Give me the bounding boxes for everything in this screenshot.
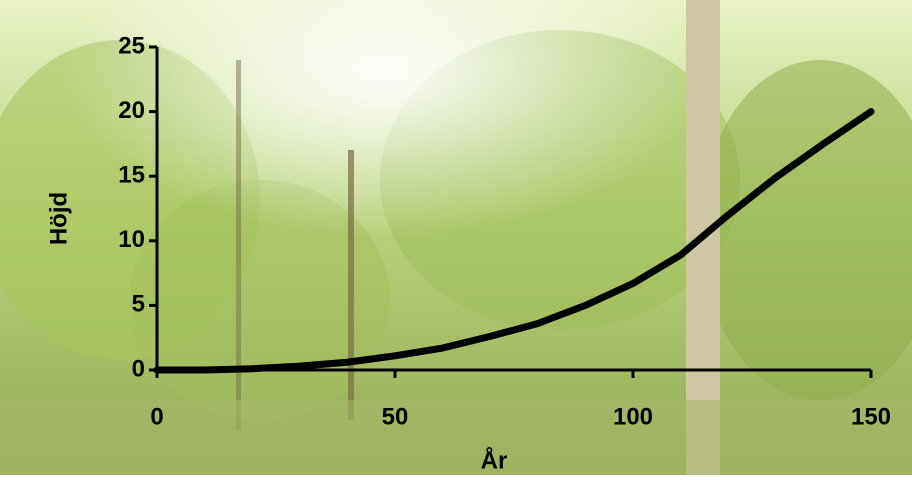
y-tick-label: 20 [118, 97, 145, 124]
x-axis-label: År [481, 446, 508, 474]
y-tick-label: 10 [118, 226, 145, 253]
y-tick-label: 0 [132, 355, 145, 382]
y-axis-label: Höjd [45, 192, 72, 245]
y-tick-label: 5 [132, 291, 145, 318]
x-tick-label: 100 [613, 403, 653, 430]
x-tick-label: 150 [851, 403, 891, 430]
line [153, 108, 875, 374]
x-tick-label: 50 [382, 403, 409, 430]
x-tick-label: 0 [150, 403, 163, 430]
y-tick-label: 15 [118, 162, 145, 189]
y-tick-label: 25 [118, 32, 145, 59]
